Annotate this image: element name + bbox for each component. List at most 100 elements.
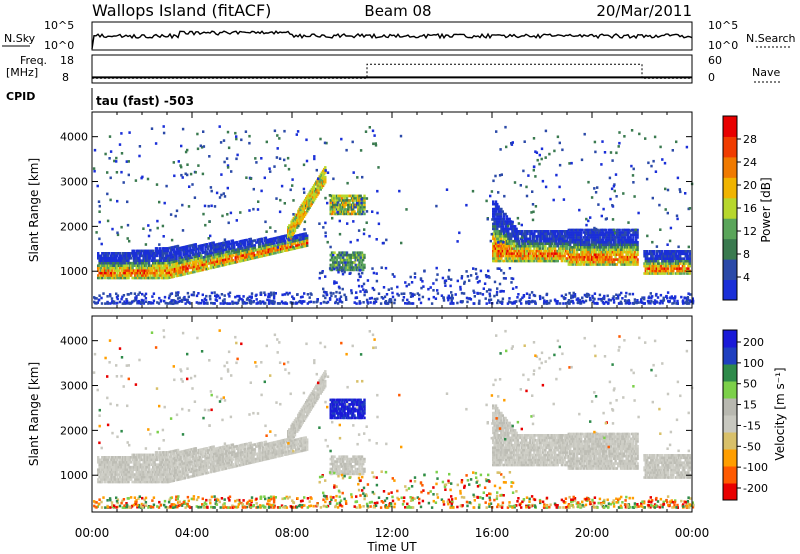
- power-cell: [578, 298, 581, 302]
- power-cell: [185, 270, 188, 273]
- power-cell: [340, 261, 344, 264]
- power-cell: [200, 249, 203, 252]
- power-cell: [479, 292, 482, 295]
- power-cell: [611, 233, 614, 237]
- power-cell: [516, 249, 520, 253]
- power-cell: [571, 231, 575, 234]
- power-cell: [676, 259, 679, 263]
- power-cell: [489, 239, 492, 243]
- power-cell: [162, 125, 165, 128]
- power-cell: [516, 257, 520, 260]
- power-cell: [587, 294, 591, 297]
- power-cell: [187, 244, 191, 248]
- power-cell: [483, 282, 487, 285]
- power-cell: [149, 301, 152, 304]
- power-cell: [509, 220, 513, 223]
- power-cell: [194, 260, 197, 263]
- power-cell: [497, 207, 500, 211]
- power-cell: [331, 216, 334, 220]
- power-cell: [150, 259, 153, 262]
- power-cell: [593, 231, 597, 234]
- power-cell: [549, 259, 553, 263]
- power-cell: [156, 301, 159, 304]
- power-cell: [233, 261, 236, 264]
- power-cell: [568, 291, 571, 295]
- power-cell: [123, 300, 126, 303]
- power-cell: [313, 155, 316, 158]
- power-cell: [109, 266, 112, 270]
- power-cell: [410, 281, 414, 284]
- power-cell: [198, 247, 202, 250]
- power-cell: [287, 238, 290, 241]
- power-cell: [540, 242, 543, 245]
- power-cell: [306, 241, 309, 245]
- power-cell: [283, 158, 286, 162]
- power-cell: [596, 231, 599, 234]
- power-cell: [142, 264, 145, 267]
- power-cell: [578, 248, 581, 251]
- power-cell: [578, 241, 581, 244]
- power-cell: [288, 248, 291, 251]
- power-cell: [670, 269, 674, 273]
- power-cell: [492, 210, 495, 213]
- power-cell: [683, 264, 686, 268]
- power-cell: [657, 259, 660, 263]
- power-cell: [304, 242, 307, 245]
- power-cell: [262, 252, 265, 255]
- power-cell: [688, 299, 692, 302]
- power-cell: [109, 269, 112, 272]
- power-cell: [235, 137, 238, 141]
- power-cell: [219, 302, 222, 305]
- power-cell: [141, 249, 144, 253]
- power-cell: [618, 236, 621, 239]
- power-cell: [143, 254, 147, 258]
- power-cell: [575, 228, 579, 232]
- power-cell: [112, 266, 115, 270]
- power-cell: [673, 257, 676, 260]
- power-cell: [534, 235, 537, 238]
- power-cell: [222, 258, 225, 262]
- power-cell: [160, 271, 163, 275]
- power-cell: [362, 201, 365, 204]
- power-cell: [160, 276, 163, 280]
- power-cell: [571, 260, 575, 264]
- power-cell: [551, 232, 554, 236]
- power-cell: [582, 300, 586, 304]
- power-cell: [186, 272, 189, 275]
- power-cell: [649, 292, 652, 295]
- power-cell: [268, 301, 271, 304]
- power-cell: [102, 254, 105, 258]
- power-cell: [122, 181, 125, 184]
- power-cell: [626, 301, 629, 305]
- power-cell: [152, 249, 155, 253]
- power-cell: [123, 259, 126, 262]
- power-cell: [113, 269, 116, 272]
- power-cell: [573, 233, 576, 237]
- power-cell: [662, 259, 665, 263]
- power-cell: [628, 236, 631, 239]
- power-cell: [267, 250, 270, 254]
- power-cell: [360, 203, 364, 207]
- power-cell: [478, 299, 481, 303]
- power-cell: [677, 264, 680, 268]
- power-cell: [596, 258, 599, 261]
- power-cell: [511, 227, 514, 231]
- power-cell: [644, 262, 647, 265]
- power-cell: [341, 287, 344, 291]
- power-cell: [168, 294, 171, 298]
- power-cell: [299, 299, 302, 303]
- power-cell: [136, 300, 139, 303]
- power-cell: [110, 252, 114, 255]
- power-cell: [124, 254, 127, 258]
- power-cell: [110, 259, 114, 262]
- power-cell: [492, 252, 495, 255]
- power-cell: [196, 252, 199, 256]
- power-cell: [342, 268, 345, 272]
- power-cell: [651, 267, 654, 270]
- power-cell: [619, 233, 623, 237]
- power-cell: [205, 265, 208, 268]
- power-cell: [519, 257, 522, 260]
- power-cell: [238, 245, 241, 248]
- power-cell: [251, 242, 254, 245]
- power-cell: [584, 228, 587, 232]
